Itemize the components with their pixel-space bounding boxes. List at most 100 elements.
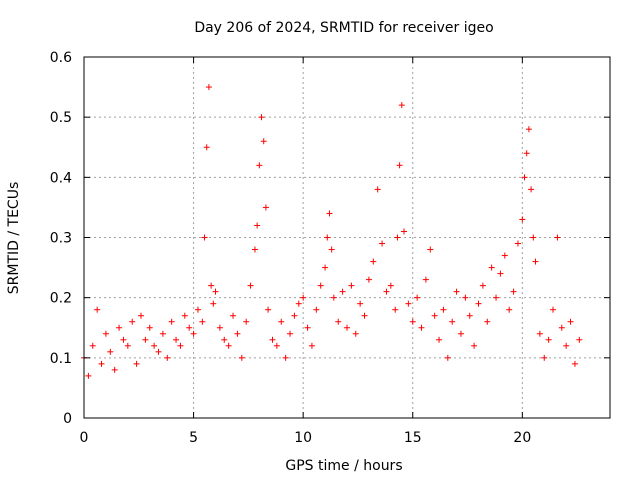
- data-point: [308, 342, 315, 349]
- y-tick-label: 0.4: [50, 170, 72, 186]
- data-point: [479, 282, 486, 289]
- data-point: [89, 342, 96, 349]
- data-point: [326, 210, 333, 217]
- data-point: [493, 294, 500, 301]
- data-point: [133, 360, 140, 367]
- y-tick-label: 0.6: [50, 50, 72, 66]
- data-point: [230, 312, 237, 319]
- data-point: [317, 282, 324, 289]
- data-point: [313, 306, 320, 313]
- x-tick-label: 20: [513, 430, 531, 446]
- data-point: [282, 354, 289, 361]
- chart-title: Day 206 of 2024, SRMTID for receiver ige…: [194, 20, 493, 36]
- x-tick-label: 5: [189, 430, 198, 446]
- data-point: [497, 270, 504, 277]
- data-point: [554, 234, 561, 241]
- data-point: [243, 318, 250, 325]
- data-point: [300, 294, 307, 301]
- data-point: [269, 336, 276, 343]
- data-point: [210, 300, 217, 307]
- data-point: [339, 288, 346, 295]
- data-point: [398, 102, 405, 109]
- data-point: [328, 246, 335, 253]
- data-point: [256, 162, 263, 169]
- data-point: [295, 300, 302, 307]
- data-point: [102, 330, 109, 337]
- data-point: [392, 306, 399, 313]
- data-point: [146, 324, 153, 331]
- data-point: [254, 222, 261, 229]
- data-point: [453, 288, 460, 295]
- data-point: [379, 240, 386, 247]
- data-point: [203, 144, 210, 151]
- data-point: [151, 342, 158, 349]
- data-point: [330, 294, 337, 301]
- data-point: [436, 336, 443, 343]
- data-point: [116, 324, 123, 331]
- data-point: [186, 324, 193, 331]
- data-point: [449, 318, 456, 325]
- data-point: [208, 282, 215, 289]
- data-point: [440, 306, 447, 313]
- x-tick-label: 15: [404, 430, 422, 446]
- data-point: [177, 342, 184, 349]
- data-point: [164, 354, 171, 361]
- data-point: [528, 186, 535, 193]
- data-point: [431, 312, 438, 319]
- data-point: [510, 288, 517, 295]
- data-point: [519, 216, 526, 223]
- data-point: [107, 348, 114, 355]
- data-point: [501, 252, 508, 259]
- data-point: [205, 84, 212, 91]
- data-point: [532, 258, 539, 265]
- data-point: [291, 312, 298, 319]
- data-point: [221, 336, 228, 343]
- data-point: [514, 240, 521, 247]
- data-point: [523, 150, 530, 157]
- data-point: [98, 360, 105, 367]
- data-point: [234, 330, 241, 337]
- data-point: [484, 318, 491, 325]
- data-point: [251, 246, 258, 253]
- data-point: [409, 318, 416, 325]
- data-point: [444, 354, 451, 361]
- y-tick-label: 0.1: [50, 351, 72, 367]
- x-axis-title: GPS time / hours: [285, 458, 402, 474]
- data-point: [545, 336, 552, 343]
- data-point: [262, 204, 269, 211]
- data-point: [418, 324, 425, 331]
- data-point: [168, 318, 175, 325]
- data-point: [488, 264, 495, 271]
- y-tick-label: 0.3: [50, 231, 72, 247]
- data-point: [462, 294, 469, 301]
- data-point: [558, 324, 565, 331]
- data-point: [576, 336, 583, 343]
- data-point: [396, 162, 403, 169]
- data-point: [212, 288, 219, 295]
- data-point: [201, 234, 208, 241]
- data-point: [427, 246, 434, 253]
- data-point: [466, 312, 473, 319]
- data-point: [422, 276, 429, 283]
- data-point: [521, 174, 528, 181]
- data-point: [137, 312, 144, 319]
- data-point: [365, 276, 372, 283]
- data-point: [260, 138, 267, 145]
- data-point: [405, 300, 412, 307]
- data-point: [525, 126, 532, 133]
- data-point: [414, 294, 421, 301]
- data-point: [258, 114, 265, 121]
- data-point: [225, 342, 232, 349]
- data-point: [536, 330, 543, 337]
- data-point: [344, 324, 350, 331]
- data-point: [94, 306, 101, 313]
- data-point: [571, 360, 578, 367]
- data-point: [361, 312, 368, 319]
- data-point: [216, 324, 223, 331]
- data-point: [352, 330, 359, 337]
- data-point: [287, 330, 294, 337]
- data-point: [194, 306, 201, 313]
- data-point: [278, 318, 285, 325]
- data-point: [387, 282, 394, 289]
- data-point: [129, 318, 136, 325]
